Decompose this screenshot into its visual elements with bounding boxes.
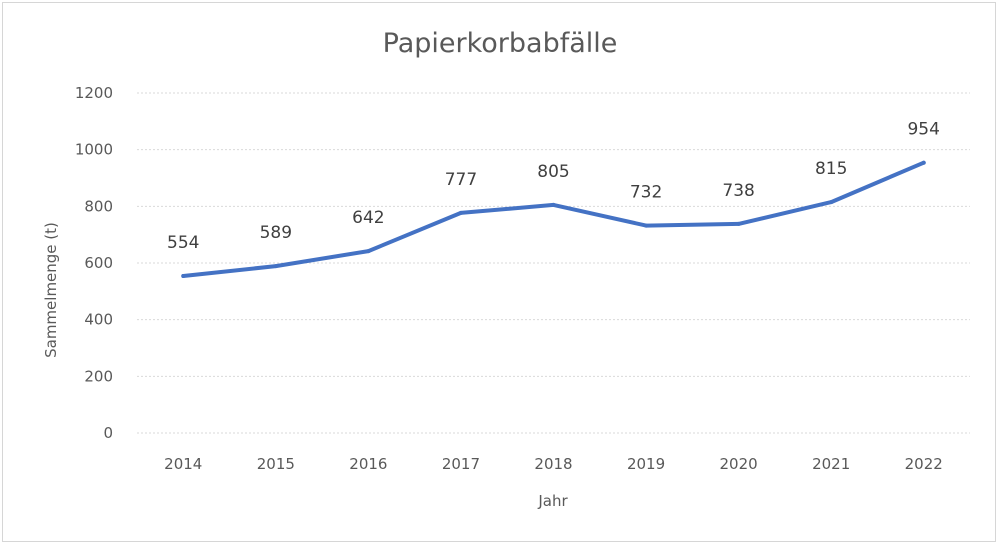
x-tick-label: 2014 — [164, 455, 202, 473]
data-label: 554 — [167, 233, 199, 253]
data-label: 954 — [907, 120, 939, 140]
y-tick-label: 400 — [84, 311, 113, 329]
data-point — [736, 221, 741, 226]
chart-title: Papierkorbabfälle — [383, 28, 618, 59]
series-layer — [181, 160, 926, 279]
x-tick-label: 2016 — [349, 455, 387, 473]
x-tick-label: 2019 — [627, 455, 665, 473]
data-point — [921, 160, 926, 165]
gridlines — [137, 92, 970, 434]
data-point — [458, 210, 463, 215]
x-tick-label: 2017 — [442, 455, 480, 473]
data-labels: 554 589 642 777 805 732 738 815 954 — [167, 120, 940, 253]
x-axis-title: Jahr — [537, 492, 568, 510]
x-tick-label: 2021 — [812, 455, 850, 473]
data-point — [366, 249, 371, 254]
data-point — [644, 223, 649, 228]
y-tick-label: 200 — [84, 367, 113, 385]
data-point — [829, 200, 834, 205]
y-axis-title: Sammelmenge (t) — [42, 222, 60, 358]
x-tick-label: 2015 — [257, 455, 295, 473]
data-label: 732 — [630, 183, 662, 203]
data-label: 738 — [722, 181, 754, 201]
data-label: 642 — [352, 208, 384, 228]
y-tick-label: 0 — [103, 424, 113, 442]
y-tick-label: 1000 — [75, 141, 113, 159]
y-tick-label: 1200 — [75, 84, 113, 102]
data-point — [551, 202, 556, 207]
y-axis-ticks: 0 200 400 600 800 1000 1200 — [75, 84, 113, 442]
data-label: 815 — [815, 159, 847, 179]
data-point — [181, 274, 186, 279]
data-label: 777 — [445, 170, 477, 190]
x-tick-label: 2020 — [720, 455, 758, 473]
x-tick-label: 2022 — [905, 455, 943, 473]
x-axis-ticks: 2014 2015 2016 2017 2018 2019 2020 2021 2022 — [164, 455, 943, 473]
data-point — [273, 264, 278, 269]
y-tick-label: 600 — [84, 254, 113, 272]
data-label: 805 — [537, 162, 569, 182]
x-tick-label: 2018 — [534, 455, 572, 473]
data-label: 589 — [260, 223, 292, 243]
y-tick-label: 800 — [84, 197, 113, 215]
